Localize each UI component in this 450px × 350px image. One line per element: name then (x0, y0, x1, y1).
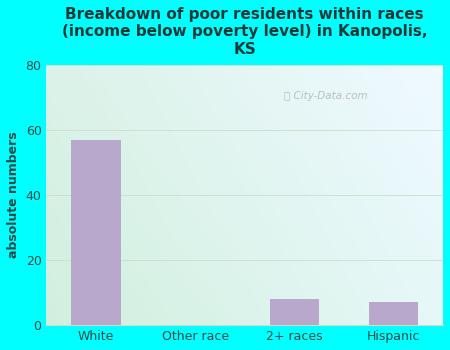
Bar (369, 302, 418, 325)
Y-axis label: absolute numbers: absolute numbers (7, 132, 20, 258)
Bar (270, 299, 319, 325)
Title: Breakdown of poor residents within races
(income below poverty level) in Kanopol: Breakdown of poor residents within races… (62, 7, 428, 57)
Text: ⓘ City-Data.com: ⓘ City-Data.com (284, 91, 368, 101)
Bar (71, 140, 121, 325)
